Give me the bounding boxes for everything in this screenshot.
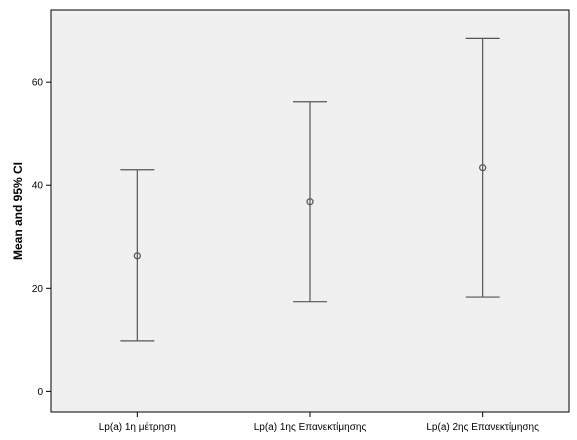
mean-marker [479, 164, 487, 172]
mean-marker [306, 198, 314, 206]
x-axis-ticks: Lp(a) 1η μέτρηση Lp(a) 1ης Επανεκτίμησης L… [99, 412, 539, 433]
y-tick-label: 20 [32, 284, 44, 295]
mean-marker [133, 252, 141, 260]
y-axis-label: Mean and 95% CI [11, 162, 25, 260]
y-axis-ticks: 0 20 40 60 [32, 78, 51, 398]
y-tick-label: 40 [32, 181, 44, 192]
x-tick-label: Lp(a) 1η μέτρηση [99, 421, 176, 433]
y-tick-label: 60 [32, 78, 44, 89]
x-tick-label: Lp(a) 2ης Επανεκτίμησης [426, 421, 539, 433]
y-tick-label: 0 [37, 387, 43, 398]
x-tick-label: Lp(a) 1ης Επανεκτίμησης [254, 421, 367, 433]
error-bars [120, 37, 500, 342]
